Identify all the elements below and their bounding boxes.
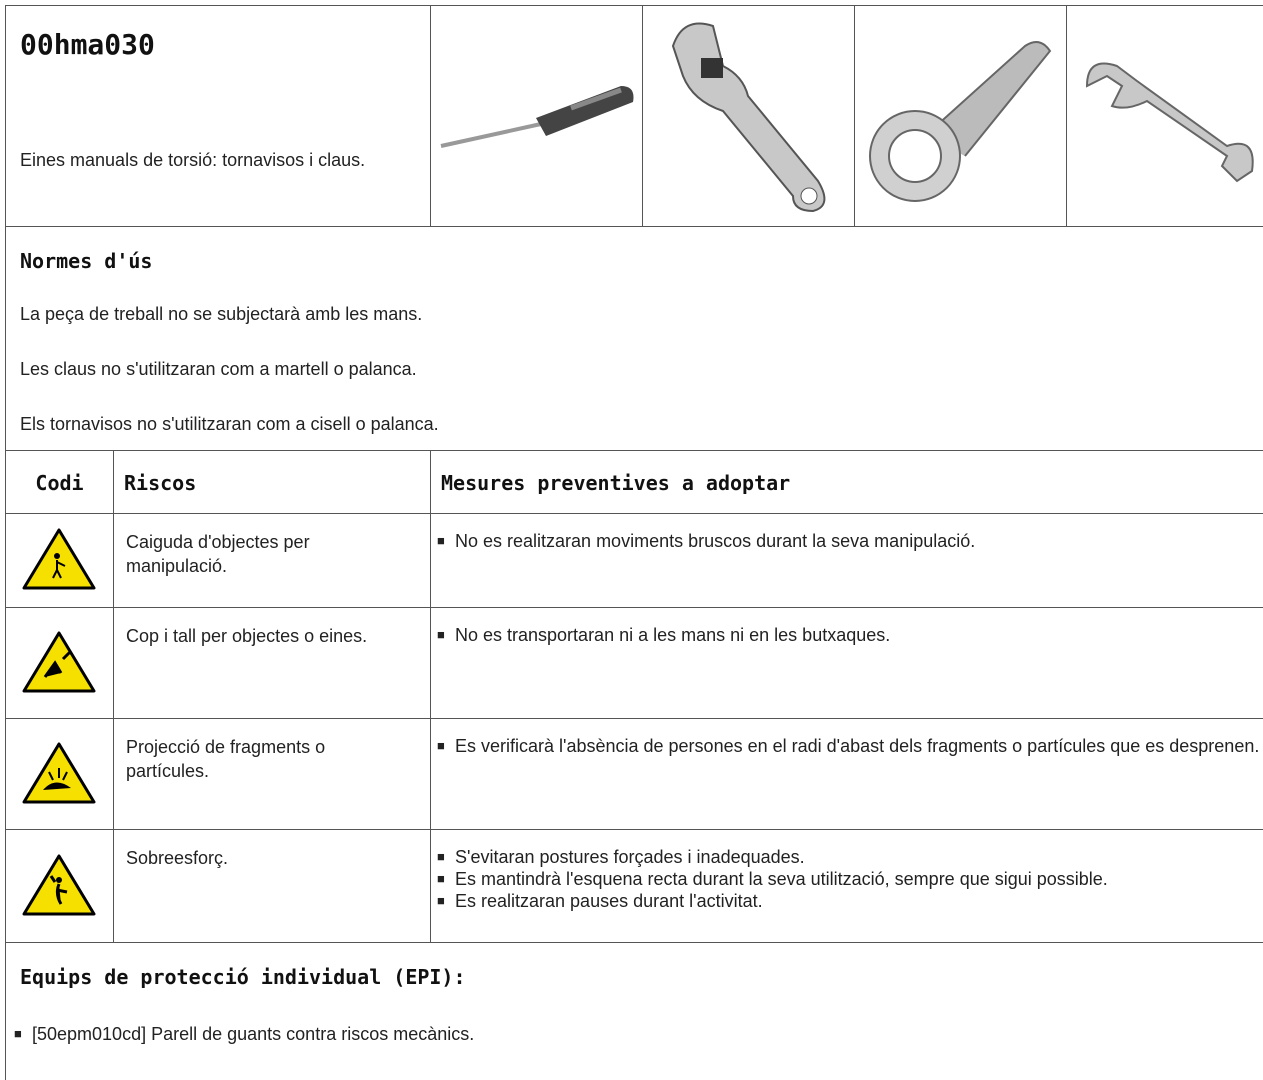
section-title: Normes d'ús [20,249,153,273]
tool-image [1066,5,1263,226]
section-title: Equips de protecció individual (EPI): [20,965,466,989]
measures-list: No es transportaran ni a les mans ni en … [437,624,1263,646]
hazard-sign [22,742,96,803]
ppe-section: Equips de protecció individual (EPI): [5… [5,942,1263,1080]
column-header: Mesures preventives a adoptar [441,471,791,495]
column-header: Codi [35,471,84,495]
code-cell [5,829,113,942]
rule-text: Els tornavisos no s'utilitzaran com a ci… [20,414,439,434]
ring-spanner-image [869,41,1052,202]
hazard-sign [22,854,96,915]
hazard-sign [22,631,96,692]
tool-image [854,5,1066,226]
measure-text: No es realitzaran moviments bruscos dura… [437,530,1263,552]
doc-description: Eines manuals de torsió: tornavisos i cl… [20,150,366,170]
risk-text: Caiguda d'objectes per manipulació. [126,532,310,576]
measure-text: S'evitaran postures forçades i inadequad… [437,846,1263,868]
risk-cell: Caiguda d'objectes per manipulació. [113,513,430,607]
measures-cell: No es realitzaran moviments bruscos dura… [430,513,1263,607]
measure-text: Es verificarà l'absència de persones en … [437,735,1263,757]
risk-cell: Projecció de fragments o partícules. [113,718,430,829]
measures-cell: No es transportaran ni a les mans ni en … [430,607,1263,718]
doc-code: 00hma030 [20,28,155,61]
risk-cell: Sobreesforç. [113,829,430,942]
measure-text: Es mantindrà l'esquena recta durant la s… [437,868,1263,890]
ppe-list: [50epm010cd] Parell de guants contra ris… [6,943,1263,1045]
code-cell [5,513,113,607]
measures-list: Es verificarà l'absència de persones en … [437,735,1263,757]
measure-text: Es realitzaran pauses durant l'activitat… [437,890,1263,912]
risk-text: Sobreesforç. [126,848,229,868]
open-spanner-image [1085,62,1254,183]
hazard-icon [21,526,97,597]
header-cell: Riscos [113,450,430,513]
measures-cell: S'evitaran postures forçades i inadequad… [430,829,1263,942]
hazard-icon [21,740,97,811]
header-cell: Codi [5,450,113,513]
measures-list: S'evitaran postures forçades i inadequad… [437,846,1263,912]
tool-image [642,5,854,226]
header-cell: Mesures preventives a adoptar [430,450,1263,513]
header-cell: 00hma030 Eines manuals de torsió: tornav… [5,5,430,226]
ppe-text: [50epm010cd] Parell de guants contra ris… [14,1023,1232,1045]
rule-text: Les claus no s'utilitzaran com a martell… [20,359,417,379]
hazard-icon [21,852,97,923]
code-cell [5,607,113,718]
code-cell [5,718,113,829]
tool-image [430,5,642,226]
column-header: Riscos [124,471,197,495]
adjustable-wrench-image [671,22,826,213]
measures-list: No es realitzaran moviments bruscos dura… [437,530,1263,552]
hazard-icon [21,629,97,700]
risk-text: Cop i tall per objectes o eines. [126,626,368,646]
hazard-sign [22,528,96,590]
measure-text: No es transportaran ni a les mans ni en … [437,624,1263,646]
usage-rules-section: Normes d'ús La peça de treball no se sub… [5,226,1263,450]
screwdriver-image [440,86,634,148]
measures-cell: Es verificarà l'absència de persones en … [430,718,1263,829]
risk-cell: Cop i tall per objectes o eines. [113,607,430,718]
rule-text: La peça de treball no se subjectarà amb … [20,304,423,324]
risk-text: Projecció de fragments o partícules. [126,737,326,781]
